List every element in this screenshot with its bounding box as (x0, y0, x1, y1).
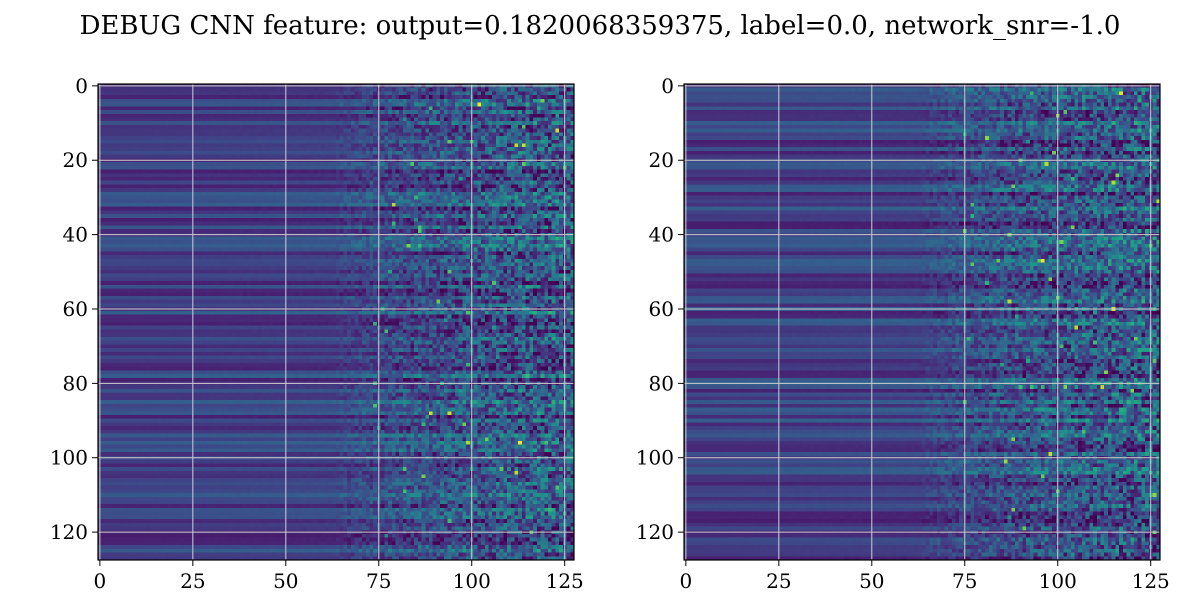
heatmap-image (98, 84, 574, 560)
y-tick-label: 40 (649, 223, 674, 247)
y-tick-label: 0 (661, 74, 674, 98)
y-tick-label: 20 (63, 148, 88, 172)
y-tick-label: 80 (649, 371, 674, 395)
heatmap-panel-left: 0 25 50 75 100 125 0 20 40 60 80 100 120 (50, 74, 584, 593)
x-tick-label: 125 (1132, 569, 1170, 593)
y-tick-label: 0 (75, 74, 88, 98)
y-tick-label: 120 (636, 520, 674, 544)
x-tick-label: 50 (273, 569, 298, 593)
x-tick-label: 75 (952, 569, 977, 593)
axes-frame (683, 83, 1161, 561)
x-tick-label: 0 (679, 569, 692, 593)
heatmap-panel-right: 0 25 50 75 100 125 0 20 40 60 80 100 120 (636, 74, 1170, 593)
y-tick-label: 60 (63, 297, 88, 321)
y-tick-label: 120 (50, 520, 88, 544)
x-tick-label: 125 (546, 569, 584, 593)
x-tick-label: 0 (93, 569, 106, 593)
y-tick-label: 100 (636, 446, 674, 470)
heatmap-image (684, 84, 1160, 560)
y-tick-label: 40 (63, 223, 88, 247)
x-tick-label: 50 (859, 569, 884, 593)
y-tick-label: 80 (63, 371, 88, 395)
y-tick-label: 60 (649, 297, 674, 321)
x-tick-label: 25 (180, 569, 205, 593)
x-tick-label: 100 (1039, 569, 1077, 593)
y-tick-label: 100 (50, 446, 88, 470)
x-tick-label: 100 (453, 569, 491, 593)
x-tick-label: 25 (766, 569, 791, 593)
axes-frame (97, 83, 575, 561)
x-tick-label: 75 (366, 569, 391, 593)
figure-title: DEBUG CNN feature: output=0.182006835937… (80, 11, 1121, 41)
y-tick-label: 20 (649, 148, 674, 172)
